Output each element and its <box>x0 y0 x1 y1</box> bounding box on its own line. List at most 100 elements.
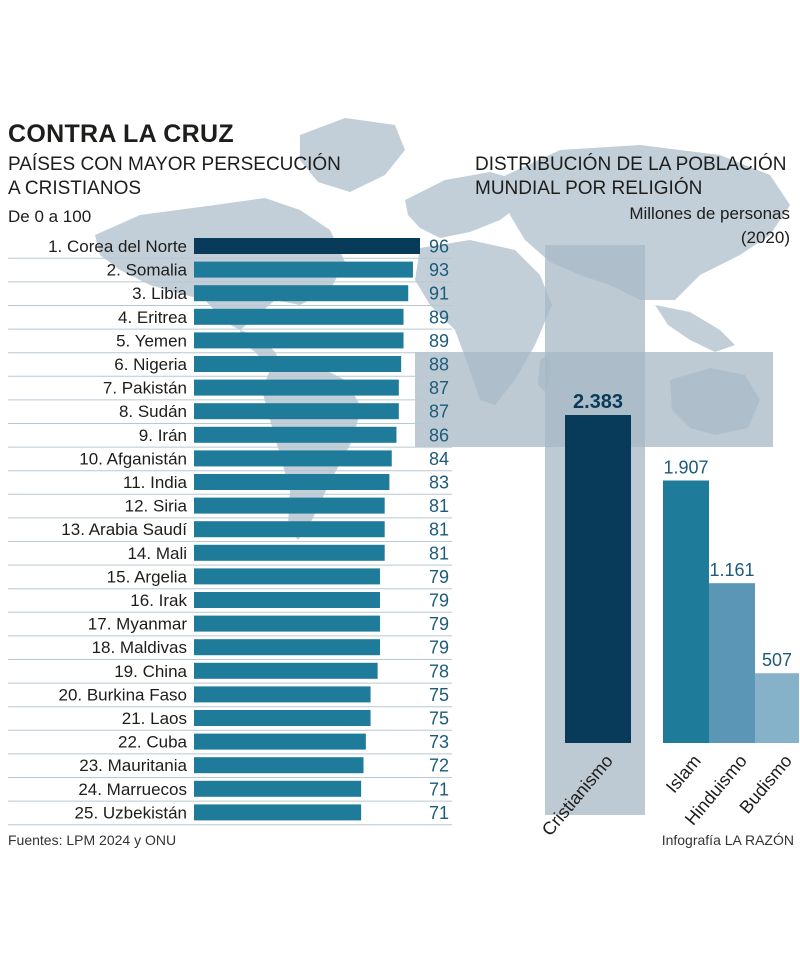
map-europe <box>405 172 525 238</box>
country-label: 20. Burkina Faso <box>58 685 187 704</box>
bar-11 <box>194 474 390 490</box>
value-label: 79 <box>429 638 449 658</box>
value-label: 78 <box>429 661 449 681</box>
bar-17 <box>194 615 380 632</box>
country-label: 12. Siria <box>125 497 188 516</box>
value-label: 73 <box>429 732 449 752</box>
main-title: CONTRA LA CRUZ <box>8 120 234 148</box>
value-label: 81 <box>429 520 449 540</box>
religion-value-label: 1.161 <box>709 560 754 580</box>
bar-25 <box>194 804 362 821</box>
scale-note: De 0 a 100 <box>8 207 92 226</box>
bar-3 <box>194 285 409 302</box>
value-label: 81 <box>429 496 449 516</box>
country-label: 19. China <box>114 662 187 681</box>
bar-13 <box>194 521 385 538</box>
bar-16 <box>194 592 380 608</box>
sources-note: Fuentes: LPM 2024 y ONU <box>8 832 177 848</box>
bar-4 <box>194 308 404 325</box>
bar-15 <box>194 568 380 585</box>
units-line-1: Millones de personas <box>629 204 790 223</box>
value-label: 84 <box>429 449 449 469</box>
bar-10 <box>194 450 392 467</box>
country-label: 21. Laos <box>122 709 187 728</box>
country-label: 16. Irak <box>130 591 187 610</box>
religion-bar-cristianismo <box>565 415 631 743</box>
value-label: 79 <box>429 567 449 587</box>
bar-1 <box>194 238 420 254</box>
country-label: 5. Yemen <box>116 331 187 350</box>
value-label: 91 <box>429 284 449 304</box>
religion-category-label: Islam <box>662 751 705 797</box>
country-label: 25. Uzbekistán <box>75 803 187 822</box>
bar-12 <box>194 497 385 514</box>
country-label: 2. Somalia <box>107 261 188 280</box>
value-label: 86 <box>429 425 449 445</box>
bar-21 <box>194 710 371 726</box>
country-label: 1. Corea del Norte <box>48 237 187 256</box>
right-subtitle-line-2: MUNDIAL POR RELIGIÓN <box>475 178 703 199</box>
religion-bar-budismo <box>755 673 799 743</box>
country-label: 23. Mauritania <box>79 756 187 775</box>
value-label: 81 <box>429 543 449 563</box>
country-label: 9. Irán <box>139 426 187 445</box>
right-subtitle-line-1: DISTRIBUCIÓN DE LA POBLACIÓN <box>475 154 787 175</box>
units-note: Millones de personas (2020) <box>629 202 790 250</box>
credit-note: Infografía LA RAZÓN <box>661 832 794 848</box>
religion-category-label: Cristianismo <box>538 751 617 840</box>
bar-5 <box>194 332 404 349</box>
bar-2 <box>194 261 413 278</box>
country-label: 7. Pakistán <box>103 379 187 398</box>
country-label: 6. Nigeria <box>114 355 187 374</box>
left-subtitle-line-2: A CRISTIANOS <box>8 178 142 199</box>
religion-value-label: 1.907 <box>663 458 708 478</box>
value-label: 71 <box>429 779 449 799</box>
bar-9 <box>194 426 397 443</box>
bar-18 <box>194 639 380 656</box>
left-subtitle: PAÍSES CON MAYOR PERSECUCIÓN A CRISTIANO… <box>8 153 368 201</box>
bar-14 <box>194 544 385 561</box>
map-greenland <box>300 118 405 192</box>
value-label: 75 <box>429 709 449 729</box>
value-label: 87 <box>429 378 449 398</box>
value-label: 72 <box>429 756 449 776</box>
value-label: 89 <box>429 331 449 351</box>
units-line-2: (2020) <box>740 228 790 247</box>
value-label: 93 <box>429 260 449 280</box>
bar-19 <box>194 662 378 679</box>
country-label: 10. Afganistán <box>79 449 187 468</box>
value-label: 79 <box>429 614 449 634</box>
religion-bar-hinduismo <box>709 583 755 743</box>
country-label: 4. Eritrea <box>118 308 188 327</box>
bar-23 <box>194 757 364 774</box>
left-subtitle-line-1: PAÍSES CON MAYOR PERSECUCIÓN <box>8 154 341 175</box>
country-label: 14. Mali <box>127 544 187 563</box>
bar-7 <box>194 379 399 396</box>
map-southeast-asia <box>655 305 735 352</box>
value-label: 96 <box>429 237 449 257</box>
bar-8 <box>194 403 399 420</box>
country-label: 24. Marruecos <box>78 780 187 799</box>
bar-20 <box>194 686 371 703</box>
country-label: 18. Maldivas <box>92 638 187 657</box>
bar-6 <box>194 356 402 372</box>
value-label: 88 <box>429 355 449 375</box>
country-label: 8. Sudán <box>119 402 187 421</box>
value-label: 89 <box>429 307 449 327</box>
country-label: 3. Libia <box>132 284 187 303</box>
country-label: 11. India <box>123 473 188 492</box>
bar-22 <box>194 733 366 750</box>
value-label: 75 <box>429 685 449 705</box>
value-label: 87 <box>429 402 449 422</box>
religion-bar-islam <box>663 480 709 743</box>
country-label: 13. Arabia Saudí <box>61 520 187 539</box>
value-label: 79 <box>429 591 449 611</box>
country-label: 15. Argelia <box>107 567 188 586</box>
religion-value-label: 507 <box>762 650 792 670</box>
country-label: 17. Myanmar <box>88 615 188 634</box>
value-label: 83 <box>429 473 449 493</box>
country-label: 22. Cuba <box>118 733 188 752</box>
right-subtitle: DISTRIBUCIÓN DE LA POBLACIÓN MUNDIAL POR… <box>475 153 800 201</box>
